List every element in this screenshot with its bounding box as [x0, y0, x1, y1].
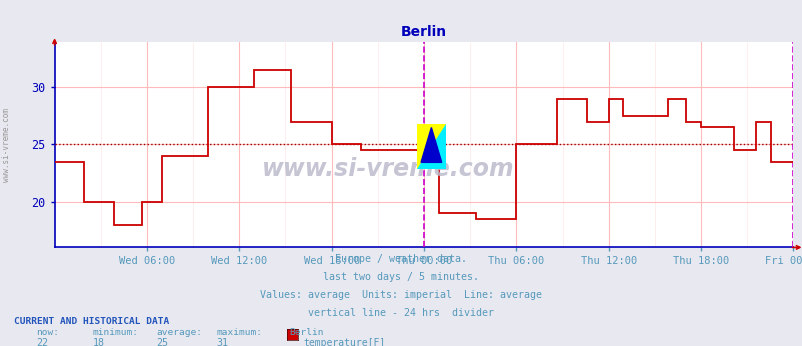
Text: minimum:: minimum:	[92, 328, 138, 337]
Text: vertical line - 24 hrs  divider: vertical line - 24 hrs divider	[308, 308, 494, 318]
Text: maximum:: maximum:	[217, 328, 262, 337]
Text: CURRENT AND HISTORICAL DATA: CURRENT AND HISTORICAL DATA	[14, 317, 169, 326]
Text: www.si-vreme.com: www.si-vreme.com	[261, 157, 513, 181]
Text: www.si-vreme.com: www.si-vreme.com	[2, 108, 11, 182]
Text: average:: average:	[156, 328, 202, 337]
Text: Berlin: Berlin	[289, 328, 323, 337]
Text: 31: 31	[217, 338, 229, 346]
Text: Values: average  Units: imperial  Line: average: Values: average Units: imperial Line: av…	[260, 290, 542, 300]
Polygon shape	[416, 124, 446, 169]
Text: 18: 18	[92, 338, 104, 346]
Text: now:: now:	[36, 328, 59, 337]
Text: Europe / weather data.: Europe / weather data.	[335, 254, 467, 264]
Polygon shape	[420, 127, 441, 162]
Text: temperature[F]: temperature[F]	[303, 338, 385, 346]
Text: 22: 22	[36, 338, 48, 346]
Text: last two days / 5 minutes.: last two days / 5 minutes.	[323, 272, 479, 282]
Polygon shape	[416, 124, 446, 169]
Text: 25: 25	[156, 338, 168, 346]
Title: Berlin: Berlin	[400, 25, 447, 39]
